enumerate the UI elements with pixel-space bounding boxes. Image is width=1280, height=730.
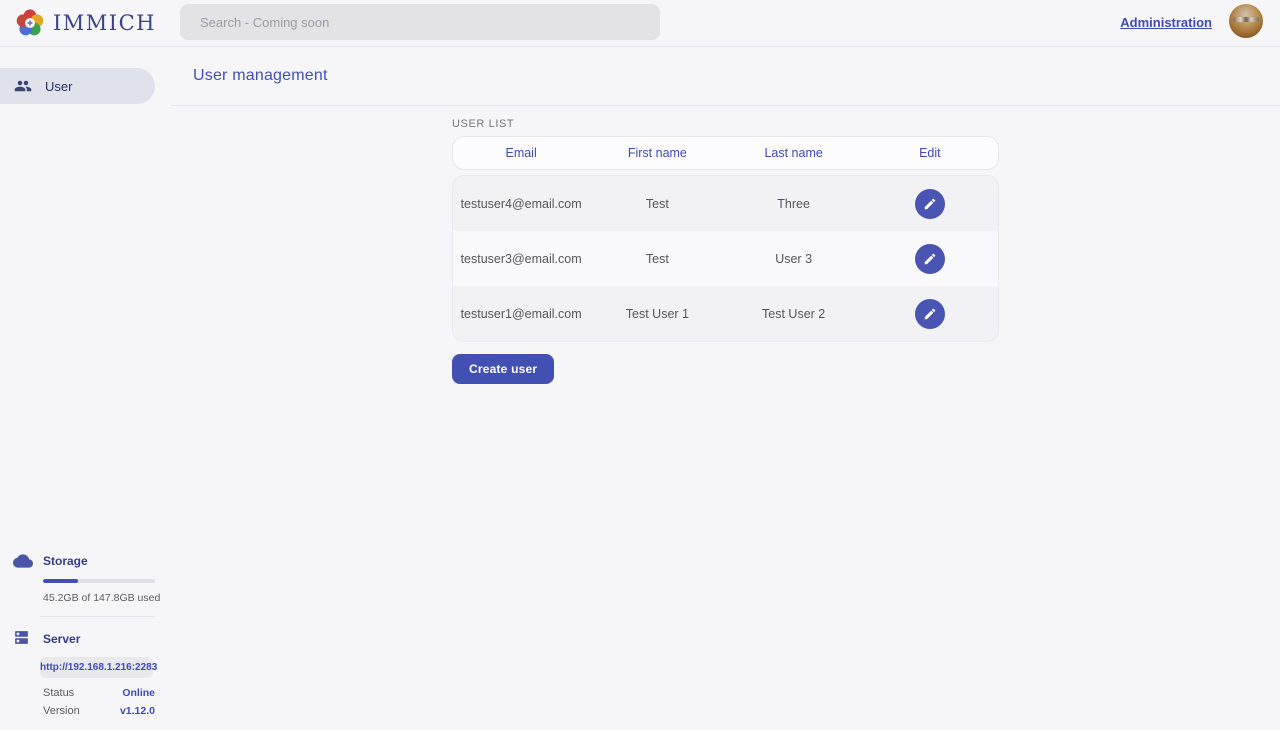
main-content: USER LIST Email First name Last name Edi… [171, 106, 1280, 384]
server-icon [13, 629, 33, 649]
server-section: Server http://192.168.1.216:2283 Status … [0, 629, 171, 717]
table-row: testuser1@email.com Test User 1 Test Use… [453, 286, 998, 341]
version-label: Version [43, 705, 80, 717]
immich-flower-icon [16, 9, 44, 36]
storage-usage-text: 45.2GB of 147.8GB used [43, 592, 161, 604]
user-avatar[interactable] [1229, 4, 1263, 38]
user-list-label: USER LIST [452, 118, 515, 130]
column-header-first-name: First name [627, 146, 687, 160]
column-header-last-name: Last name [764, 146, 823, 160]
app-title: IMMICH [53, 11, 156, 35]
users-icon [14, 77, 32, 95]
edit-user-button[interactable] [914, 243, 945, 274]
column-header-edit: Edit [919, 146, 941, 160]
status-badge: Online [122, 687, 155, 699]
user-table-header: Email First name Last name Edit [452, 136, 999, 170]
server-title: Server [43, 632, 81, 646]
top-bar: IMMICH Administration [0, 0, 1280, 47]
cloud-icon [13, 551, 33, 571]
create-user-button[interactable]: Create user [452, 354, 555, 384]
page-title-bar: User management [171, 47, 1280, 106]
pencil-icon [924, 308, 936, 319]
pencil-icon [924, 198, 936, 209]
table-row: testuser3@email.com Test User 3 [453, 231, 998, 286]
user-last-name: Three [777, 196, 810, 211]
user-email: testuser3@email.com [460, 251, 582, 266]
storage-progress-fill [43, 579, 78, 583]
user-first-name: Test [645, 196, 669, 211]
app-logo[interactable]: IMMICH [15, 8, 156, 38]
server-url: http://192.168.1.216:2283 [40, 657, 157, 678]
search-input[interactable] [180, 4, 660, 40]
administration-link[interactable]: Administration [1120, 15, 1212, 30]
sidebar-item-user[interactable]: User [0, 68, 155, 104]
status-label: Status [43, 687, 75, 699]
sidebar-status-panel: Storage 45.2GB of 147.8GB used Server ht… [0, 551, 171, 730]
version-value: v1.12.0 [119, 705, 155, 717]
pencil-icon [924, 253, 936, 264]
user-email: testuser1@email.com [460, 306, 582, 321]
sidebar-divider [40, 616, 155, 617]
user-first-name: Test [645, 251, 669, 266]
table-row: testuser4@email.com Test Three [453, 176, 998, 231]
column-header-email: Email [505, 146, 537, 160]
server-version-row: Version v1.12.0 [43, 705, 155, 717]
user-first-name: Test User 1 [625, 306, 689, 321]
page-title: User management [193, 67, 328, 84]
edit-user-button[interactable] [914, 188, 945, 219]
sidebar-item-user-label: User [45, 78, 73, 94]
edit-user-button[interactable] [914, 298, 945, 329]
server-status-row: Status Online [43, 687, 155, 699]
storage-section: Storage 45.2GB of 147.8GB used [0, 551, 171, 604]
storage-title: Storage [43, 554, 88, 568]
user-table: testuser4@email.com Test Three testuser3… [452, 175, 999, 342]
storage-progress-bar [43, 579, 155, 583]
user-last-name: Test User 2 [762, 306, 826, 321]
user-email: testuser4@email.com [460, 196, 582, 211]
user-last-name: User 3 [775, 251, 813, 266]
